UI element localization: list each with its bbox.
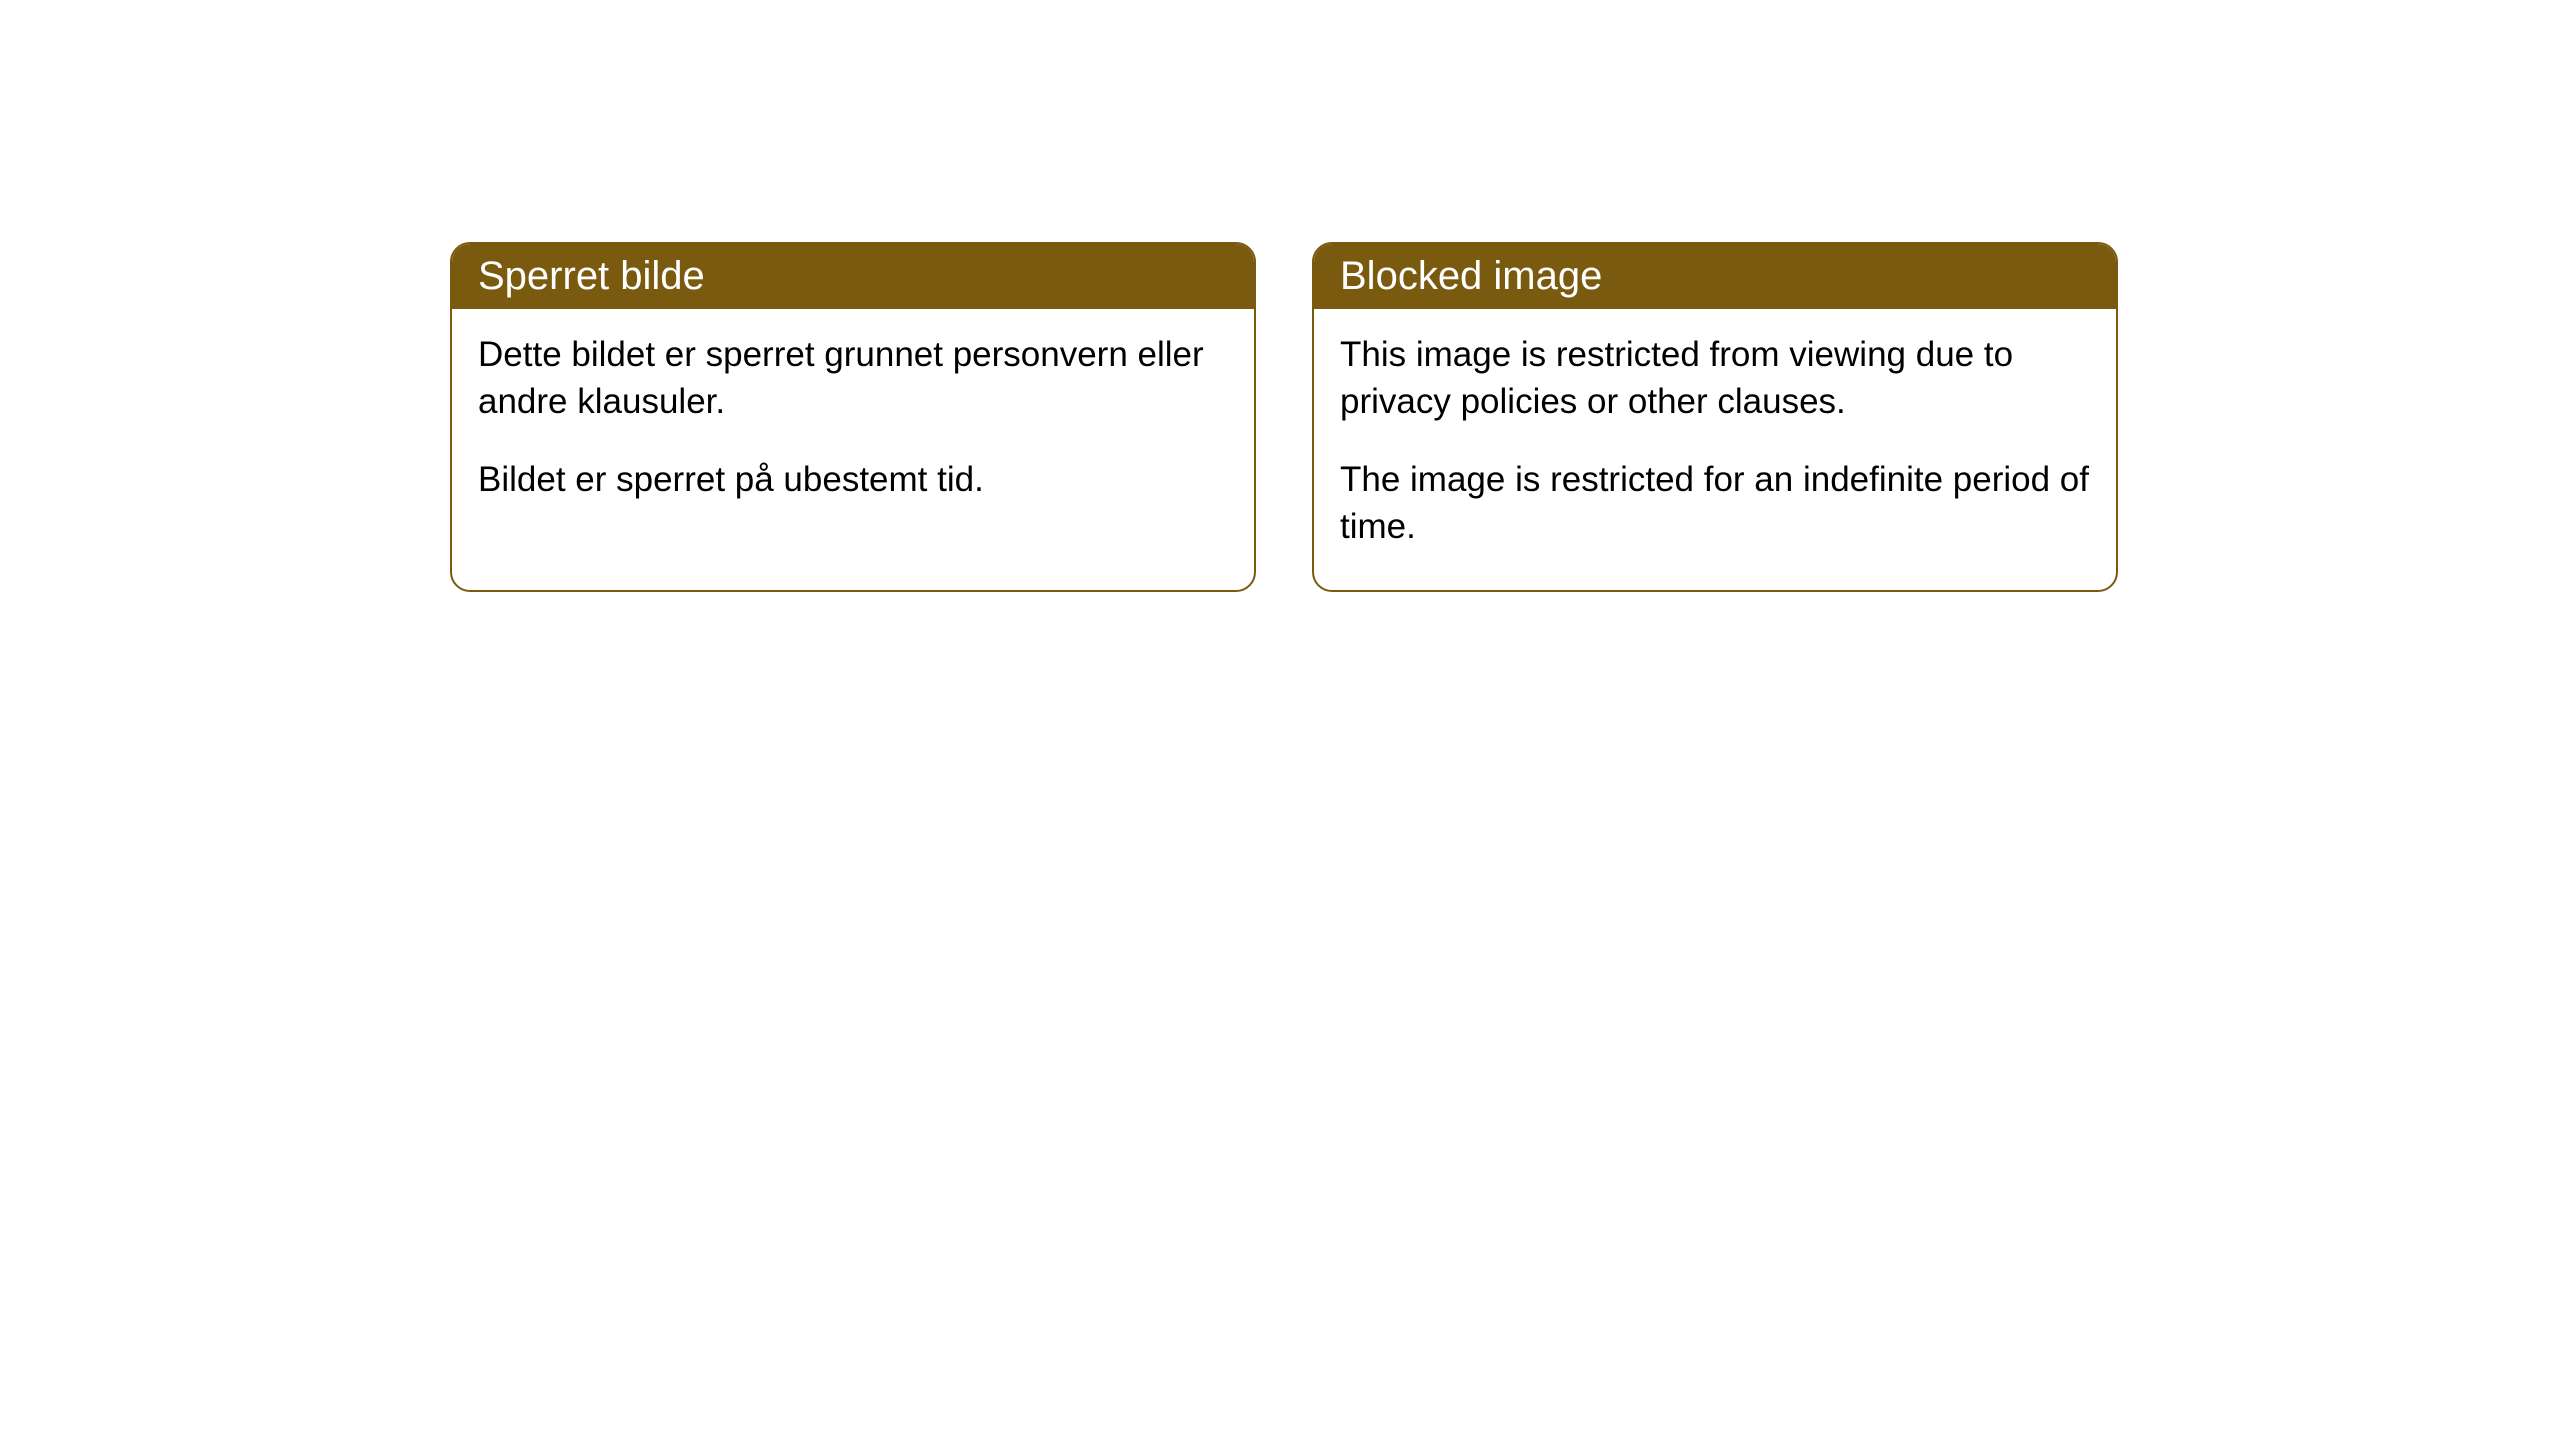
card-paragraph: Dette bildet er sperret grunnet personve… — [478, 331, 1228, 426]
card-paragraph: The image is restricted for an indefinit… — [1340, 456, 2090, 551]
notice-card-norwegian: Sperret bilde Dette bildet er sperret gr… — [450, 242, 1256, 592]
card-title: Blocked image — [1340, 254, 1602, 298]
card-paragraph: Bildet er sperret på ubestemt tid. — [478, 456, 1228, 503]
notice-cards-container: Sperret bilde Dette bildet er sperret gr… — [450, 242, 2118, 592]
card-header: Sperret bilde — [452, 244, 1254, 309]
card-paragraph: This image is restricted from viewing du… — [1340, 331, 2090, 426]
card-body: Dette bildet er sperret grunnet personve… — [452, 309, 1254, 543]
card-header: Blocked image — [1314, 244, 2116, 309]
card-body: This image is restricted from viewing du… — [1314, 309, 2116, 590]
card-title: Sperret bilde — [478, 254, 705, 298]
notice-card-english: Blocked image This image is restricted f… — [1312, 242, 2118, 592]
